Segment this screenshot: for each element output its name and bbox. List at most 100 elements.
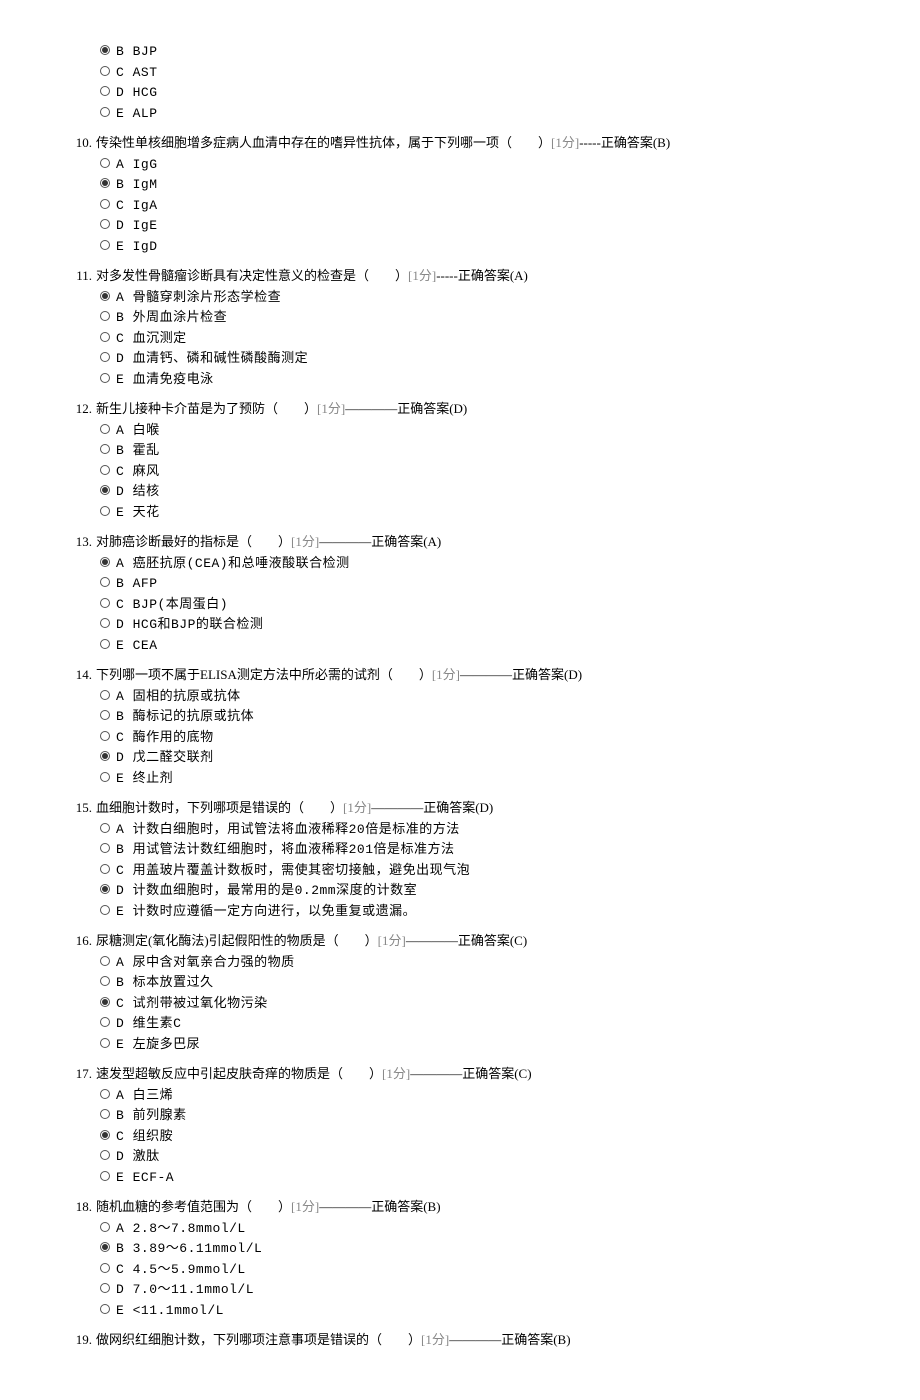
option-row[interactable]: C 用盖玻片覆盖计数板时，需使其密切接触，避免出现气泡 (100, 861, 900, 881)
radio-icon[interactable] (100, 352, 110, 362)
option-row[interactable]: A 癌胚抗原(CEA)和总唾液酸联合检测 (100, 554, 900, 574)
radio-icon[interactable] (100, 1242, 110, 1252)
option-row[interactable]: C 血沉测定 (100, 329, 900, 349)
radio-icon[interactable] (100, 690, 110, 700)
option-row[interactable]: B 霍乱 (100, 441, 900, 461)
option-row[interactable]: D HCG (100, 83, 900, 103)
option-row[interactable]: E 左旋多巴尿 (100, 1035, 900, 1055)
radio-icon[interactable] (100, 1283, 110, 1293)
option-row[interactable]: E ALP (100, 104, 900, 124)
radio-icon[interactable] (100, 976, 110, 986)
option-row[interactable]: E <11.1mmol/L (100, 1301, 900, 1321)
radio-icon[interactable] (100, 997, 110, 1007)
option-row[interactable]: D 结核 (100, 482, 900, 502)
radio-icon[interactable] (100, 618, 110, 628)
option-row[interactable]: C 4.5～5.9mmol/L (100, 1260, 900, 1280)
option-row[interactable]: D 戊二醛交联剂 (100, 748, 900, 768)
radio-icon[interactable] (100, 1222, 110, 1232)
radio-icon[interactable] (100, 291, 110, 301)
option-row[interactable]: E 天花 (100, 503, 900, 523)
option-row[interactable]: C 酶作用的底物 (100, 728, 900, 748)
option-row[interactable]: A 固相的抗原或抗体 (100, 687, 900, 707)
radio-icon[interactable] (100, 1130, 110, 1140)
option-row[interactable]: A 白喉 (100, 421, 900, 441)
option-row[interactable]: A IgG (100, 155, 900, 175)
option-row[interactable]: B 标本放置过久 (100, 973, 900, 993)
option-row[interactable]: E 终止剂 (100, 769, 900, 789)
radio-icon[interactable] (100, 1150, 110, 1160)
option-row[interactable]: B 前列腺素 (100, 1106, 900, 1126)
option-row[interactable]: E CEA (100, 636, 900, 656)
option-row[interactable]: C 组织胺 (100, 1127, 900, 1147)
radio-icon[interactable] (100, 66, 110, 76)
radio-icon[interactable] (100, 506, 110, 516)
radio-icon[interactable] (100, 219, 110, 229)
radio-icon[interactable] (100, 424, 110, 434)
radio-icon[interactable] (100, 1089, 110, 1099)
radio-icon[interactable] (100, 772, 110, 782)
radio-icon[interactable] (100, 107, 110, 117)
option-row[interactable]: A 尿中含对氧亲合力强的物质 (100, 953, 900, 973)
question-text: 做网织红细胞计数，下列哪项注意事项是错误的（ ）[1分]————正确答案(B) (96, 1330, 900, 1350)
radio-icon[interactable] (100, 639, 110, 649)
radio-icon[interactable] (100, 1038, 110, 1048)
radio-icon[interactable] (100, 485, 110, 495)
radio-icon[interactable] (100, 884, 110, 894)
option-row[interactable]: D 血清钙、磷和碱性磷酸酶测定 (100, 349, 900, 369)
radio-icon[interactable] (100, 1171, 110, 1181)
option-row[interactable]: D IgE (100, 216, 900, 236)
option-row[interactable]: A 计数白细胞时，用试管法将血液稀释20倍是标准的方法 (100, 820, 900, 840)
option-row[interactable]: B 酶标记的抗原或抗体 (100, 707, 900, 727)
option-row[interactable]: B BJP (100, 42, 900, 62)
question-text: 血细胞计数时，下列哪项是错误的（ ）[1分]————正确答案(D) (96, 798, 900, 818)
radio-icon[interactable] (100, 557, 110, 567)
option-row[interactable]: D 激肽 (100, 1147, 900, 1167)
radio-icon[interactable] (100, 158, 110, 168)
option-row[interactable]: C BJP(本周蛋白) (100, 595, 900, 615)
option-row[interactable]: B AFP (100, 574, 900, 594)
option-row[interactable]: C AST (100, 63, 900, 83)
radio-icon[interactable] (100, 465, 110, 475)
radio-icon[interactable] (100, 843, 110, 853)
radio-icon[interactable] (100, 1109, 110, 1119)
option-row[interactable]: E 计数时应遵循一定方向进行，以免重复或遗漏。 (100, 902, 900, 922)
radio-icon[interactable] (100, 823, 110, 833)
radio-icon[interactable] (100, 956, 110, 966)
radio-icon[interactable] (100, 1263, 110, 1273)
radio-icon[interactable] (100, 86, 110, 96)
option-row[interactable]: A 2.8～7.8mmol/L (100, 1219, 900, 1239)
option-row[interactable]: E 血清免疫电泳 (100, 370, 900, 390)
option-row[interactable]: C 麻风 (100, 462, 900, 482)
radio-icon[interactable] (100, 1017, 110, 1027)
option-row[interactable]: D 7.0～11.1mmol/L (100, 1280, 900, 1300)
radio-icon[interactable] (100, 311, 110, 321)
radio-icon[interactable] (100, 45, 110, 55)
radio-icon[interactable] (100, 444, 110, 454)
option-row[interactable]: E ECF-A (100, 1168, 900, 1188)
radio-icon[interactable] (100, 240, 110, 250)
option-row[interactable]: C IgA (100, 196, 900, 216)
option-row[interactable]: B IgM (100, 175, 900, 195)
radio-icon[interactable] (100, 1304, 110, 1314)
radio-icon[interactable] (100, 905, 110, 915)
radio-icon[interactable] (100, 577, 110, 587)
option-row[interactable]: B 外周血涂片检查 (100, 308, 900, 328)
option-row[interactable]: A 骨髓穿刺涂片形态学检查 (100, 288, 900, 308)
radio-icon[interactable] (100, 751, 110, 761)
radio-icon[interactable] (100, 332, 110, 342)
radio-icon[interactable] (100, 598, 110, 608)
radio-icon[interactable] (100, 373, 110, 383)
option-row[interactable]: D 维生素C (100, 1014, 900, 1034)
option-row[interactable]: D 计数血细胞时，最常用的是0.2mm深度的计数室 (100, 881, 900, 901)
option-row[interactable]: C 试剂带被过氧化物污染 (100, 994, 900, 1014)
option-row[interactable]: D HCG和BJP的联合检测 (100, 615, 900, 635)
option-row[interactable]: B 用试管法计数红细胞时，将血液稀释201倍是标准方法 (100, 840, 900, 860)
radio-icon[interactable] (100, 199, 110, 209)
option-row[interactable]: B 3.89～6.11mmol/L (100, 1239, 900, 1259)
radio-icon[interactable] (100, 710, 110, 720)
radio-icon[interactable] (100, 864, 110, 874)
radio-icon[interactable] (100, 731, 110, 741)
option-row[interactable]: A 白三烯 (100, 1086, 900, 1106)
radio-icon[interactable] (100, 178, 110, 188)
option-row[interactable]: E IgD (100, 237, 900, 257)
